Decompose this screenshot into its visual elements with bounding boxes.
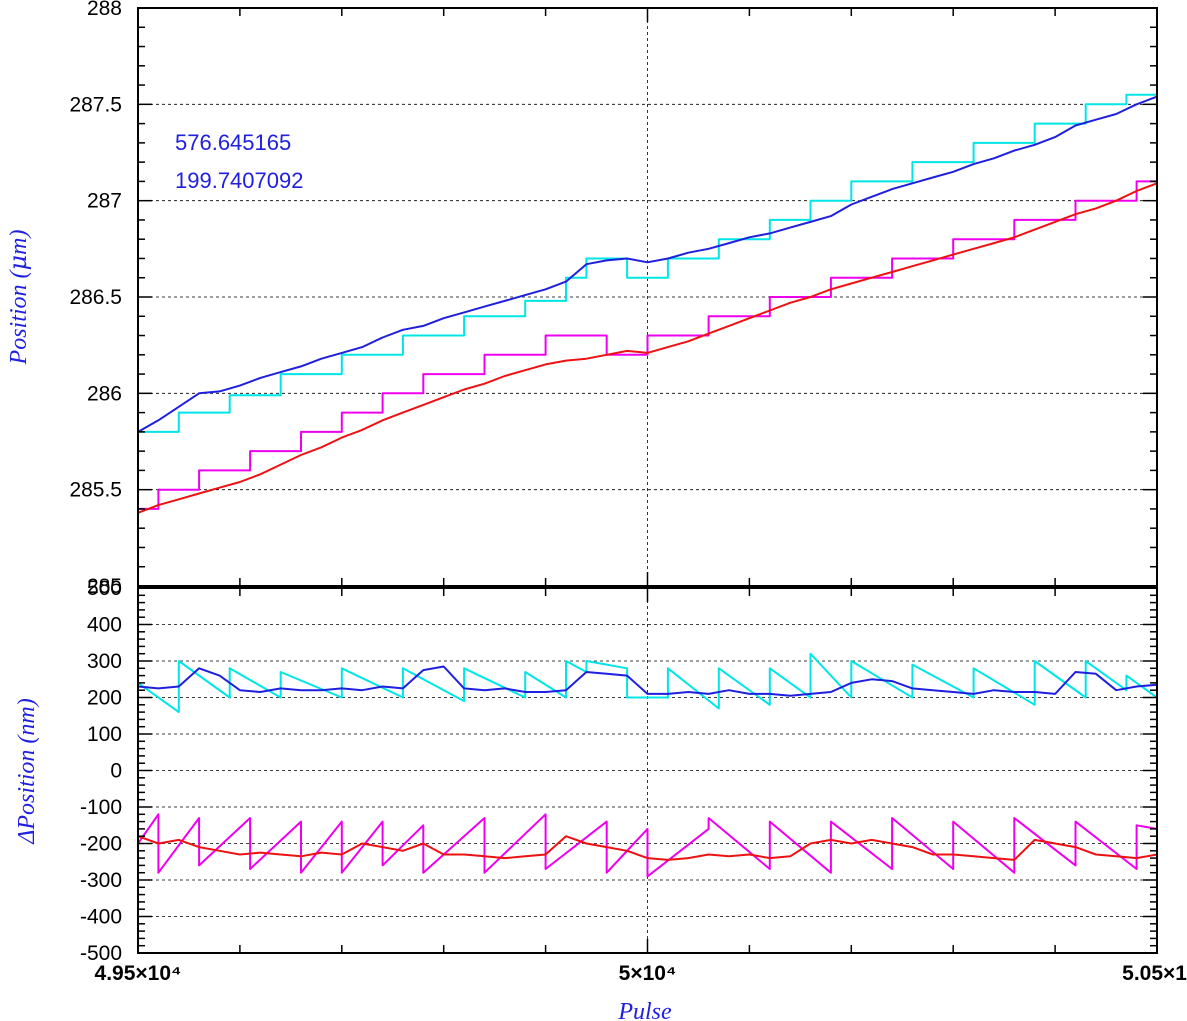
bottom-y-tick-labels: -500 -400 -300 -200 -100 0 100 200 300 400 500 [80,577,122,965]
y-tick-label: 285.5 [69,479,122,502]
bottom-gridlines [138,588,1157,953]
series-line-1 [137,95,1158,433]
annotation-2: 199.7407092 [175,168,303,193]
top-y-axis-title-unit-symbol: μ [4,255,32,271]
y-tick-label: -300 [80,869,122,892]
top-y-axis-title: Position (μm) [4,230,32,366]
x-axis-title: Pulse [617,999,672,1021]
bottom-x-tick-labels: 4.95×10⁴ 5×10⁴ 5.05×1 [95,962,1187,985]
bottom-series-group [137,652,1158,878]
y-tick-label: 100 [87,723,122,746]
top-y-axis-title-prefix: Position ( [6,268,32,365]
y-tick-label: 285 [87,575,122,598]
top-series-group [137,93,1158,514]
series-line-3 [137,835,1158,861]
series-line-1 [137,665,1158,697]
y-tick-label: 287.5 [69,93,122,116]
x-tick-label: 4.95×10⁴ [95,962,182,985]
y-tick-label: 286.5 [69,286,122,309]
top-frame [137,7,1158,587]
series-line-3 [137,182,1158,514]
y-tick-label: -200 [80,833,122,856]
top-y-axis-title-suffix: m) [6,230,32,255]
top-y-tick-labels: 285 285.5 286 286.5 287 287.5 288 [69,0,122,598]
y-tick-label: 0 [110,760,122,783]
x-tick-label: 5.05×1 [1122,962,1187,985]
y-tick-label: 400 [87,614,122,637]
y-tick-label: 287 [87,190,122,213]
series-line-2 [138,180,1157,510]
top-gridlines [138,8,1157,586]
bottom-panel: -500 -400 -300 -200 -100 0 100 200 300 400 500 4.9… [14,577,1187,1021]
top-panel: 285 285.5 286 286.5 287 287.5 288 576.645165 1… [4,0,1158,598]
y-tick-label: 200 [87,687,122,710]
series-line-0 [137,652,1158,714]
y-tick-label: 300 [87,650,122,673]
y-tick-label: -100 [80,796,122,819]
y-tick-label: -500 [80,942,122,965]
bottom-y-axis-title: ΔPosition (nm) [14,698,40,844]
y-tick-label: 286 [87,382,122,405]
bottom-frame [137,587,1158,954]
y-tick-label: -400 [80,906,122,929]
top-tick-marks [137,7,1158,587]
series-line-0 [138,93,1157,433]
y-tick-label: 288 [87,0,122,20]
annotation-1: 576.645165 [175,130,291,155]
x-tick-label: 5×10⁴ [619,962,677,985]
y-tick-label: 500 [87,577,122,600]
